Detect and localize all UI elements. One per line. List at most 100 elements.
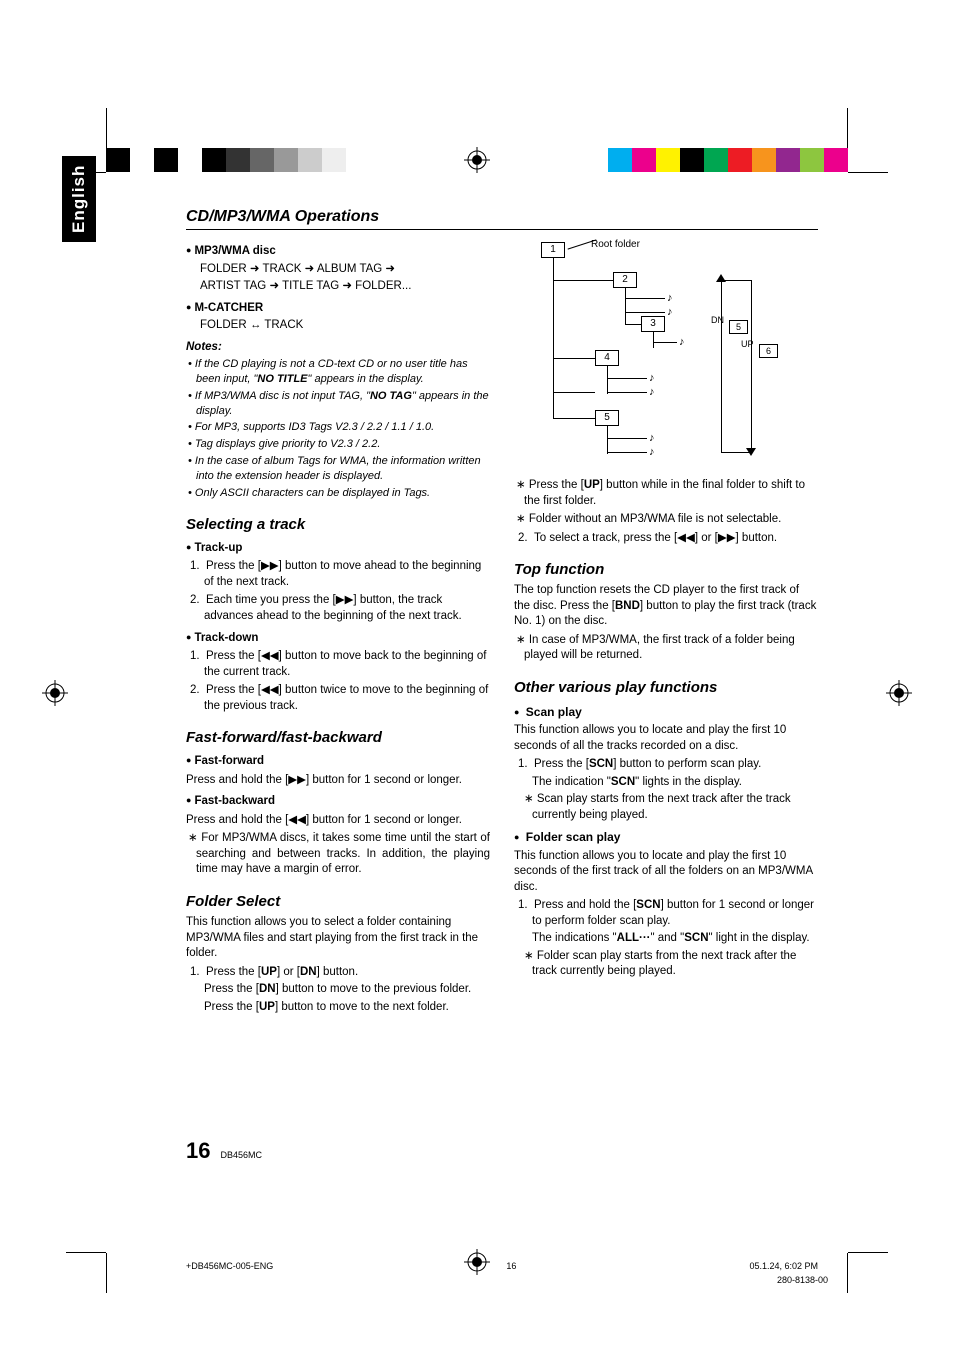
folder-box: 5 (595, 410, 619, 426)
folder-box: 4 (595, 350, 619, 366)
other-functions-heading: Other various play functions (514, 678, 818, 698)
diagram-line (553, 358, 595, 359)
diagram-line (607, 438, 647, 439)
diagram-line (607, 426, 608, 454)
track-down-list: 1. Press the [◀◀] button to move back to… (186, 649, 490, 714)
diagram-line (553, 418, 595, 419)
note-item: • For MP3, supports ID3 Tags V2.3 / 2.2 … (186, 420, 490, 435)
diagram-note: ∗ Press the [UP] button while in the fin… (514, 478, 818, 509)
folder-diagram: Root folder 1 2 ♪ ♪ 3 (541, 238, 791, 468)
diagram-line (553, 258, 554, 392)
footer-id: 280-8138-00 (777, 1275, 828, 1285)
list-item: 1. Press the [SCN] button to perform sca… (530, 757, 818, 773)
select-track-step2: 2. To select a track, press the [◀◀] or … (514, 531, 818, 547)
track-up-list: 1. Press the [▶▶] button to move ahead t… (186, 559, 490, 624)
crop-mark (66, 1252, 106, 1253)
note-item: • In the case of album Tags for WMA, the… (186, 454, 490, 484)
diagram-line (721, 280, 751, 281)
diagram-note: ∗ Folder without an MP3/WMA file is not … (514, 512, 818, 528)
right-column: Root folder 1 2 ♪ ♪ 3 (514, 238, 818, 1015)
list-item-cont: The indications "ALL···" and "SCN" light… (530, 931, 818, 947)
diagram-line (653, 342, 677, 343)
folder-scan-text: This function allows you to locate and p… (514, 849, 818, 896)
diagram-line (625, 288, 626, 324)
left-column: MP3/WMA disc FOLDER ➜ TRACK ➜ ALBUM TAG … (186, 238, 490, 1015)
root-folder-label: Root folder (591, 238, 640, 252)
music-note-icon: ♪ (649, 445, 655, 460)
up-box: 6 (759, 344, 778, 358)
scan-play-list: 1. Press the [SCN] button to perform sca… (514, 757, 818, 823)
footer-date: 05.1.24, 6:02 PM (749, 1261, 818, 1271)
selecting-track-heading: Selecting a track (186, 515, 490, 535)
registration-mark-icon (886, 680, 912, 706)
note-item: • If MP3/WMA disc is not input TAG, "NO … (186, 389, 490, 419)
diagram-line (607, 392, 647, 393)
diagram-line (625, 324, 641, 325)
mp3-seq-2: ARTIST TAG ➜ TITLE TAG ➜ FOLDER... (186, 279, 490, 295)
page: English CD/MP3/WMA Operations MP3/WMA di… (106, 148, 848, 1198)
diagram-line (553, 392, 554, 418)
diagram-line (607, 366, 608, 394)
folder-box: 3 (641, 316, 665, 332)
model-label: DB456MC (220, 1150, 262, 1160)
language-tab: English (62, 156, 96, 242)
top-function-heading: Top function (514, 560, 818, 580)
diagram-line (607, 452, 647, 453)
track-up-heading: Track-up (186, 541, 490, 557)
fast-backward-text: Press and hold the [◀◀] button for 1 sec… (186, 813, 490, 829)
mcatcher-seq: FOLDER ↔ TRACK (186, 318, 490, 334)
music-note-icon: ♪ (679, 335, 685, 350)
list-item-cont: Press the [UP] button to move to the nex… (202, 1000, 490, 1016)
list-item: 2. Each time you press the [▶▶] button, … (202, 593, 490, 624)
page-content: CD/MP3/WMA Operations MP3/WMA disc FOLDE… (186, 208, 818, 1158)
sheet: English CD/MP3/WMA Operations MP3/WMA di… (0, 0, 954, 1351)
list-item-note: ∗ Folder scan play starts from the next … (530, 949, 818, 980)
crop-mark (106, 108, 107, 148)
fast-forward-sub: Fast-forward (186, 754, 490, 770)
folder-box: 1 (541, 242, 565, 258)
diagram-line (721, 452, 751, 453)
scan-play-text: This function allows you to locate and p… (514, 723, 818, 754)
footer-file: +DB456MC-005-ENG (186, 1261, 273, 1271)
diagram-line (625, 312, 665, 313)
note-item: • Only ASCII characters can be displayed… (186, 486, 490, 501)
folder-scan-heading: Folder scan play (514, 829, 818, 845)
crop-mark (848, 172, 888, 173)
note-item: • Tag displays give priority to V2.3 / 2… (186, 437, 490, 452)
list-item-cont: The indication "SCN" lights in the displ… (530, 775, 818, 791)
dn-label: DN (711, 314, 724, 326)
note-item: • If the CD playing is not a CD-text CD … (186, 357, 490, 387)
diagram-line (607, 378, 647, 379)
up-arrow (751, 280, 752, 452)
registration-mark-icon (42, 680, 68, 706)
crop-mark (847, 1253, 848, 1293)
music-note-icon: ♪ (667, 291, 673, 306)
music-note-icon: ♪ (649, 431, 655, 446)
up-label: UP (741, 338, 754, 350)
folder-select-heading: Folder Select (186, 892, 490, 912)
mp3-seq-1: FOLDER ➜ TRACK ➜ ALBUM TAG ➜ (186, 262, 490, 278)
list-item: 1. Press the [▶▶] button to move ahead t… (202, 559, 490, 590)
music-note-icon: ♪ (667, 305, 673, 320)
top-function-note: ∗ In case of MP3/WMA, the first track of… (514, 633, 818, 664)
fast-backward-sub: Fast-backward (186, 794, 490, 810)
notes-heading: Notes: (186, 340, 490, 356)
crop-mark (847, 108, 848, 148)
page-title: CD/MP3/WMA Operations (186, 208, 818, 230)
footer-page: 16 (506, 1261, 516, 1271)
music-note-icon: ♪ (649, 385, 655, 400)
page-number: 16DB456MC (186, 1138, 262, 1164)
folder-scan-list: 1. Press and hold the [SCN] button for 1… (514, 898, 818, 980)
mp3-disc-heading: MP3/WMA disc (186, 244, 490, 260)
diagram-line (553, 392, 595, 393)
list-item: 2. To select a track, press the [◀◀] or … (530, 531, 818, 547)
music-note-icon: ♪ (649, 371, 655, 386)
dn-box: 5 (729, 320, 748, 334)
list-item: 1. Press the [UP] or [DN] button. (202, 965, 490, 981)
mcatcher-heading: M-CATCHER (186, 301, 490, 317)
dn-arrow (721, 280, 722, 452)
diagram-line (653, 332, 654, 348)
fast-forward-text: Press and hold the [▶▶] button for 1 sec… (186, 773, 490, 789)
footer: +DB456MC-005-ENG 16 05.1.24, 6:02 PM 280… (106, 1261, 848, 1271)
diagram-line (625, 298, 665, 299)
